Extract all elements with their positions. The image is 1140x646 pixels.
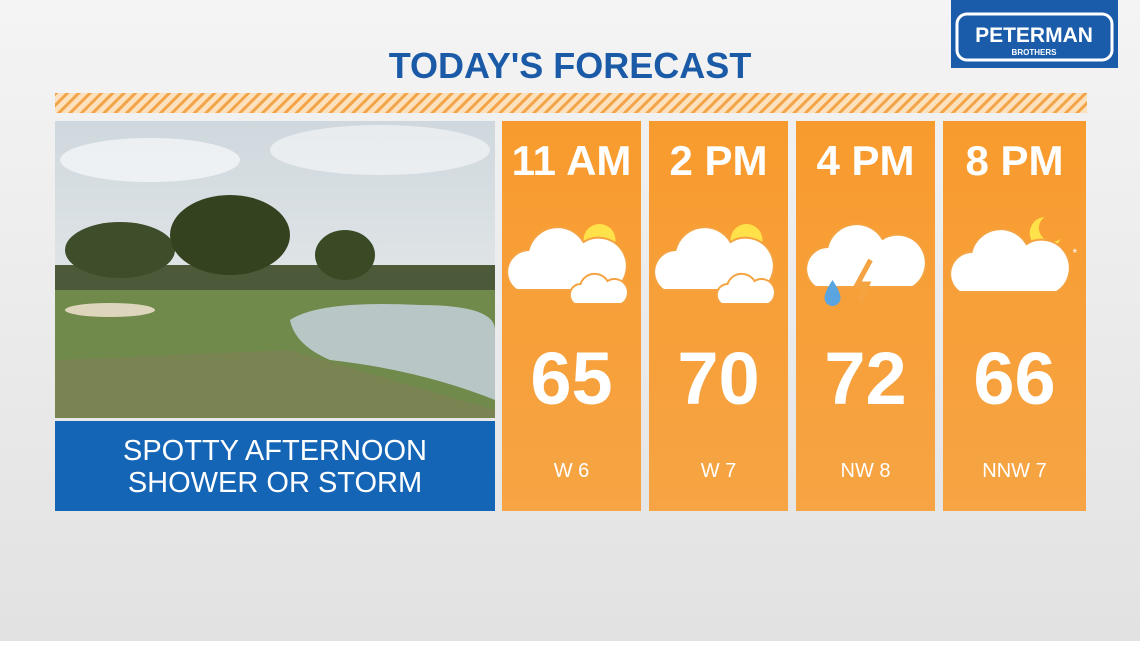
weather-icon [805,223,927,306]
wind: W 6 [554,460,590,482]
column-bg [649,121,788,511]
wind: NNW 7 [982,460,1046,482]
logo-name: PETERMAN [975,24,1093,47]
column-bg [943,121,1086,511]
forecast-column: 8 PM * 66 NNW 7 [943,121,1086,511]
weather-icon [653,224,776,305]
logo-sub: BROTHERS [1012,48,1058,57]
stripe-band [55,93,1087,113]
forecast-column: 2 PM 70 W 7 [649,121,788,511]
photo [55,121,495,418]
temperature: 70 [677,337,759,420]
temperature: 65 [530,337,612,420]
svg-text:*: * [1073,246,1078,260]
time: 11 AM [512,137,632,184]
weather-icon [506,224,629,305]
time: 4 PM [816,137,914,184]
title: TODAY'S FORECAST [389,45,752,86]
logo: PETERMAN BROTHERS [951,0,1118,68]
forecast-column: 4 PM 72 NW 8 [796,121,935,511]
weather-icon: * [949,217,1078,293]
time: 8 PM [965,137,1063,184]
wind: W 7 [701,460,737,482]
forecast-column: 11 AM 65 W 6 [502,121,641,511]
column-bg [796,121,935,511]
column-bg [502,121,641,511]
wind: NW 8 [841,460,891,482]
temperature: 72 [824,337,906,420]
time: 2 PM [669,137,767,184]
caption-line: SPOTTY AFTERNOON [123,435,427,467]
caption-box [55,421,495,511]
temperature: 66 [973,337,1055,420]
caption-line: SHOWER OR STORM [128,467,422,499]
